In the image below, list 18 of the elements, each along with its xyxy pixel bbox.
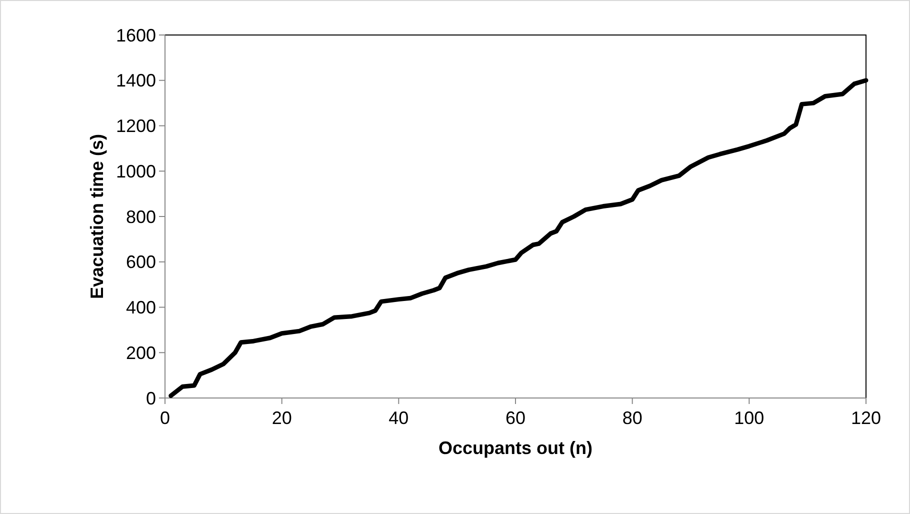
y-tick-label: 1400 xyxy=(116,70,156,91)
x-tick-label: 40 xyxy=(388,408,409,428)
x-tick-label: 0 xyxy=(160,408,170,428)
x-tick-label: 80 xyxy=(622,408,642,428)
y-axis-title: Evacuation time (s) xyxy=(87,134,107,300)
y-tick-label: 1600 xyxy=(116,25,156,46)
x-axis-title: Occupants out (n) xyxy=(438,438,592,458)
y-tick-label: 1200 xyxy=(116,116,156,136)
x-tick-label: 60 xyxy=(505,408,526,428)
x-tick-label: 120 xyxy=(850,408,882,428)
x-tick-label: 20 xyxy=(272,408,292,428)
y-tick-label: 0 xyxy=(146,388,156,408)
y-tick-label: 400 xyxy=(126,298,156,318)
y-tick-label: 200 xyxy=(126,342,156,363)
x-tick-label: 100 xyxy=(734,408,764,428)
y-tick-label: 800 xyxy=(126,206,156,227)
y-tick-label: 600 xyxy=(126,252,156,272)
y-tick-label: 1000 xyxy=(116,161,156,182)
